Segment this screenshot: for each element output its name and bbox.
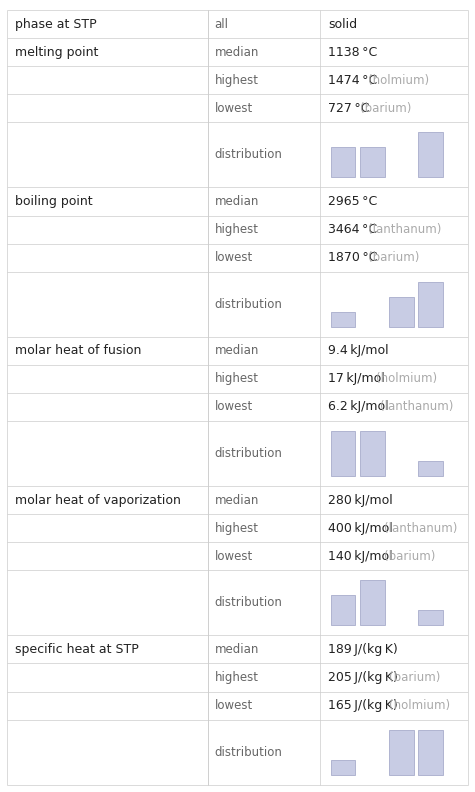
Text: phase at STP: phase at STP xyxy=(15,17,96,31)
Text: distribution: distribution xyxy=(215,447,283,460)
Text: median: median xyxy=(215,643,259,656)
Text: 2965 °C: 2965 °C xyxy=(329,195,378,208)
Bar xyxy=(418,282,443,326)
Text: (lanthanum): (lanthanum) xyxy=(368,223,441,236)
Text: (lanthanum): (lanthanum) xyxy=(380,401,453,413)
Text: highest: highest xyxy=(215,671,258,684)
Bar xyxy=(331,147,355,177)
Text: (holmium): (holmium) xyxy=(368,74,429,87)
Text: 1870 °C: 1870 °C xyxy=(329,251,378,265)
Text: 280 kJ/mol: 280 kJ/mol xyxy=(329,493,393,507)
Text: distribution: distribution xyxy=(215,745,283,759)
Bar xyxy=(360,147,385,177)
Bar xyxy=(360,431,385,476)
Text: 9.4 kJ/mol: 9.4 kJ/mol xyxy=(329,345,389,357)
Bar xyxy=(331,312,355,326)
Text: 1474 °C: 1474 °C xyxy=(329,74,378,87)
Bar xyxy=(390,297,414,326)
Text: lowest: lowest xyxy=(215,401,253,413)
Text: (lanthanum): (lanthanum) xyxy=(384,522,457,535)
Bar xyxy=(360,581,385,625)
Text: 6.2 kJ/mol: 6.2 kJ/mol xyxy=(329,401,389,413)
Text: lowest: lowest xyxy=(215,699,253,712)
Text: (holmium): (holmium) xyxy=(389,699,450,712)
Text: (barium): (barium) xyxy=(384,550,435,563)
Text: 140 kJ/mol: 140 kJ/mol xyxy=(329,550,393,563)
Text: median: median xyxy=(215,195,259,208)
Text: (barium): (barium) xyxy=(369,251,420,265)
Text: 165 J/(kg K): 165 J/(kg K) xyxy=(329,699,398,712)
Text: distribution: distribution xyxy=(215,148,283,162)
Text: 727 °C: 727 °C xyxy=(329,102,370,115)
Bar xyxy=(418,729,443,775)
Bar xyxy=(331,431,355,476)
Bar xyxy=(331,596,355,625)
Text: highest: highest xyxy=(215,372,258,386)
Text: molar heat of fusion: molar heat of fusion xyxy=(15,345,142,357)
Bar xyxy=(418,611,443,625)
Text: distribution: distribution xyxy=(215,596,283,609)
Text: highest: highest xyxy=(215,522,258,535)
Text: melting point: melting point xyxy=(15,46,98,59)
Text: all: all xyxy=(215,17,228,31)
Text: 205 J/(kg K): 205 J/(kg K) xyxy=(329,671,399,684)
Bar xyxy=(390,729,414,775)
Text: median: median xyxy=(215,46,259,59)
Text: median: median xyxy=(215,345,259,357)
Text: molar heat of vaporization: molar heat of vaporization xyxy=(15,493,181,507)
Text: 189 J/(kg K): 189 J/(kg K) xyxy=(329,643,398,656)
Text: 400 kJ/mol: 400 kJ/mol xyxy=(329,522,393,535)
Text: 17 kJ/mol: 17 kJ/mol xyxy=(329,372,385,386)
Text: distribution: distribution xyxy=(215,298,283,310)
Text: 3464 °C: 3464 °C xyxy=(329,223,378,236)
Text: median: median xyxy=(215,493,259,507)
Text: (barium): (barium) xyxy=(361,102,412,115)
Bar xyxy=(331,760,355,775)
Text: specific heat at STP: specific heat at STP xyxy=(15,643,139,656)
Text: lowest: lowest xyxy=(215,102,253,115)
Text: (barium): (barium) xyxy=(389,671,440,684)
Text: lowest: lowest xyxy=(215,251,253,265)
Text: boiling point: boiling point xyxy=(15,195,93,208)
Text: 1138 °C: 1138 °C xyxy=(329,46,378,59)
Text: highest: highest xyxy=(215,223,258,236)
Text: highest: highest xyxy=(215,74,258,87)
Bar xyxy=(418,132,443,177)
Bar xyxy=(418,461,443,476)
Text: solid: solid xyxy=(329,17,358,31)
Text: lowest: lowest xyxy=(215,550,253,563)
Text: (holmium): (holmium) xyxy=(376,372,437,386)
